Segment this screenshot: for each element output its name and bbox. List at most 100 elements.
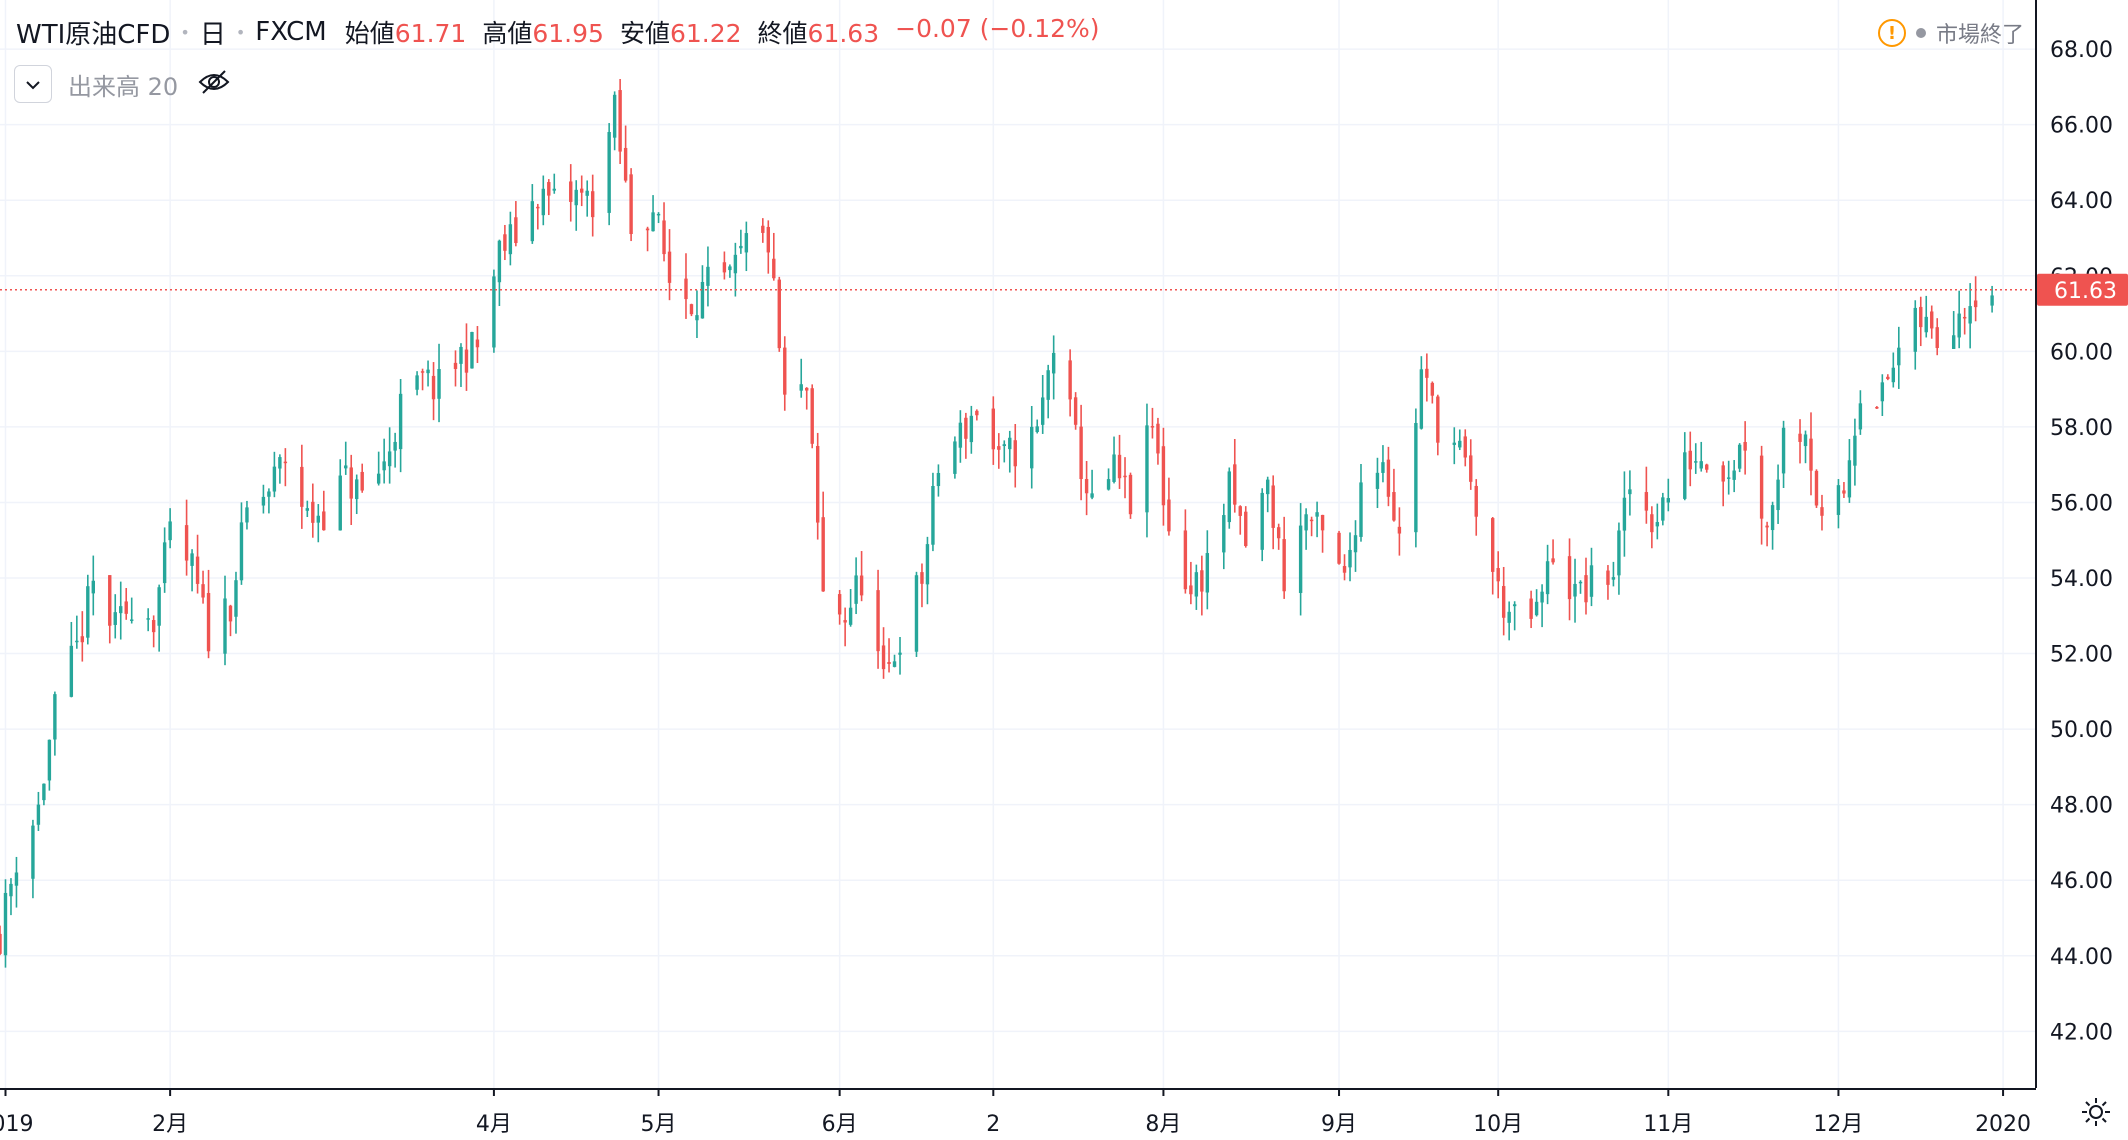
candle	[1705, 463, 1709, 473]
candle	[1529, 590, 1533, 629]
candle	[75, 615, 79, 649]
collapse-legend-button[interactable]	[14, 65, 52, 103]
interval-label[interactable]: 日	[199, 19, 226, 50]
candle	[1040, 375, 1045, 434]
price-axis[interactable]: 42.00 44.00 46.00 48.00 50.00 52.00 54.00 56.00…	[2050, 38, 2113, 1045]
candle	[569, 164, 573, 222]
time-tick-label: 10月	[1473, 1112, 1523, 1137]
candle	[1260, 488, 1264, 562]
price-tick-label: 60.00	[2050, 340, 2113, 365]
candle	[1265, 476, 1270, 513]
candle	[975, 409, 979, 421]
candle	[1732, 460, 1736, 493]
candle	[590, 174, 595, 237]
candle	[1512, 601, 1517, 631]
candle	[338, 459, 342, 531]
candle	[1770, 501, 1775, 550]
candle	[130, 597, 134, 624]
price-axis-bg	[2036, 0, 2128, 1140]
candle	[1820, 494, 1824, 531]
symbol-name[interactable]: WTI原油CFD	[16, 19, 171, 50]
candle	[228, 604, 233, 637]
candle	[355, 474, 359, 515]
candle	[783, 336, 787, 411]
candle	[1930, 305, 1934, 339]
toggle-visibility-button[interactable]	[194, 65, 234, 103]
candle	[1430, 381, 1435, 404]
candle	[1759, 445, 1764, 545]
candle	[1809, 412, 1813, 496]
candle	[552, 173, 556, 194]
candle	[1002, 440, 1006, 463]
candle	[1397, 507, 1402, 556]
time-tick-label: 2019	[0, 1112, 33, 1137]
chevron-down-icon	[25, 75, 41, 94]
candle	[1079, 404, 1083, 501]
candle	[1068, 349, 1072, 417]
sun-icon	[2081, 1097, 2111, 1131]
candle	[3, 879, 8, 968]
candle	[1463, 429, 1467, 467]
candle	[459, 343, 463, 387]
candle	[1161, 427, 1166, 526]
symbol-legend: WTI原油CFD • 日 • FXCM 始値61.71 高値61.95 安値61…	[16, 12, 1100, 52]
candle	[234, 571, 238, 634]
candle	[1776, 464, 1780, 524]
candle	[1919, 296, 1923, 347]
time-axis[interactable]: 2019 2月 4月 5月 6月 2 8月 9月 10月 11月 12月 2020	[0, 1088, 2031, 1137]
candle	[322, 490, 326, 531]
candle	[1474, 479, 1478, 536]
candle	[991, 396, 996, 465]
candle	[821, 491, 825, 592]
candle	[585, 180, 589, 217]
candle	[1507, 601, 1511, 641]
candle	[1227, 467, 1231, 529]
candle	[503, 224, 507, 261]
candle	[1386, 446, 1391, 507]
candle	[492, 269, 496, 353]
candle	[508, 211, 513, 266]
chart-settings-button[interactable]	[2076, 1094, 2116, 1134]
candle	[387, 427, 392, 484]
last-price-label: 61.63	[2037, 273, 2128, 306]
candle	[1584, 557, 1588, 615]
candle	[195, 534, 200, 594]
candle	[146, 608, 150, 632]
volume-label[interactable]: 出来高 20	[68, 72, 179, 101]
candle	[1156, 417, 1160, 465]
candle	[1320, 514, 1325, 553]
candle	[1167, 477, 1171, 536]
candle	[1990, 285, 1994, 313]
candle	[124, 588, 128, 620]
candle	[1106, 468, 1111, 491]
time-tick-label: 2	[986, 1112, 1000, 1137]
close-value: 終値61.63	[757, 19, 880, 48]
candle	[837, 590, 842, 625]
candle	[36, 791, 41, 831]
market-status[interactable]: ! 市場終了	[1877, 14, 2024, 52]
candle	[1737, 443, 1742, 473]
candle	[119, 581, 123, 640]
price-tick-label: 66.00	[2050, 114, 2113, 139]
candle	[953, 436, 957, 479]
candle	[1381, 445, 1385, 483]
price-tick-label: 44.00	[2050, 945, 2113, 970]
candle	[1090, 469, 1094, 500]
candle	[201, 570, 205, 604]
warning-icon[interactable]: !	[1877, 19, 1906, 47]
candle	[623, 125, 628, 183]
candle	[1222, 503, 1226, 570]
candle	[239, 502, 244, 585]
candle	[1957, 290, 1961, 349]
candle	[91, 555, 95, 616]
candle	[1611, 561, 1616, 587]
candle	[1578, 580, 1583, 594]
time-tick-label: 5月	[641, 1112, 677, 1137]
time-tick-label: 11月	[1643, 1112, 1693, 1137]
candle	[1968, 283, 1972, 349]
candle	[168, 508, 172, 549]
time-tick-label: 4月	[476, 1112, 512, 1137]
candle	[1880, 374, 1885, 417]
candle	[437, 343, 441, 423]
